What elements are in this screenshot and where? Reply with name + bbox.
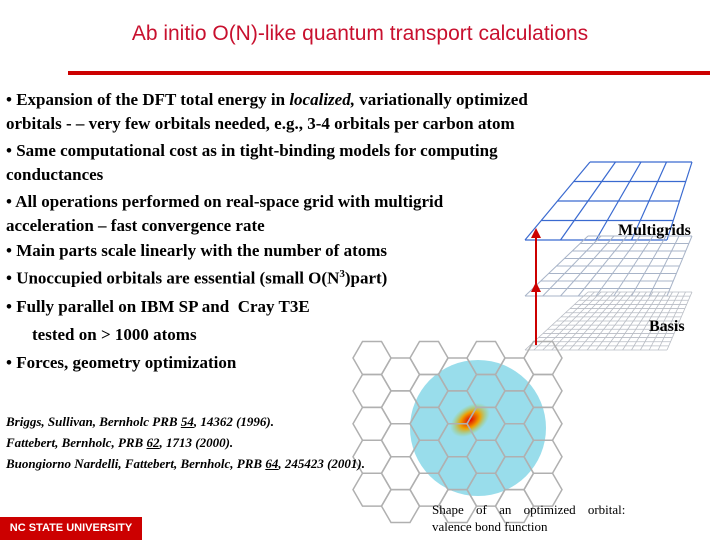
bullet-line: tested on > 1000 atoms <box>32 325 197 344</box>
lattice-hexagon <box>352 340 392 376</box>
bullet-line: • Same computational cost as in tight-bi… <box>6 141 498 160</box>
bullet-line: • Unoccupied orbitals are essential (sma… <box>6 268 388 288</box>
figure-label: Basis <box>649 318 685 335</box>
bullet-line: conductances <box>6 165 104 184</box>
reference: Buongiorno Nardelli, Fattebert, Bernholc… <box>6 456 365 471</box>
caption: valence bond function <box>432 519 548 534</box>
bullet-line: • Fully parallel on IBM SP and Cray T3E <box>6 297 310 316</box>
title: Ab initio O(N)-like quantum transport ca… <box>131 22 589 45</box>
figure-label: Multigrids <box>618 222 691 239</box>
reference: Briggs, Sullivan, Bernholc PRB 54, 14362… <box>6 414 274 429</box>
bullet-line: • Forces, geometry optimization <box>6 353 237 372</box>
title-rule <box>68 71 710 75</box>
lattice-hexagon <box>352 406 392 442</box>
lattice-hexagon <box>380 488 421 524</box>
arrow-head <box>531 282 541 292</box>
bullet-line: • All operations performed on real-space… <box>6 192 444 211</box>
bullet-line: orbitals - – very few orbitals needed, e… <box>6 114 515 133</box>
reference: Fattebert, Bernholc, PRB 62, 1713 (2000)… <box>6 435 234 450</box>
bullet-line: • Expansion of the DFT total energy in l… <box>6 90 528 109</box>
caption: Shape of an optimized orbital: <box>432 502 626 517</box>
lattice-hexagon <box>380 455 421 491</box>
lattice-hexagon <box>523 472 563 507</box>
bullet-line: acceleration – fast convergence rate <box>6 216 265 235</box>
lattice-hexagon <box>409 340 449 376</box>
arrow-head <box>531 228 541 238</box>
lattice-hexagon <box>380 357 421 392</box>
lattice-hexagon <box>523 340 563 376</box>
bullet-line: • Main parts scale linearly with the num… <box>6 241 388 260</box>
logo: NC STATE UNIVERSITY <box>0 517 142 540</box>
lattice-hexagon <box>352 373 392 409</box>
lattice-hexagon <box>352 472 392 507</box>
